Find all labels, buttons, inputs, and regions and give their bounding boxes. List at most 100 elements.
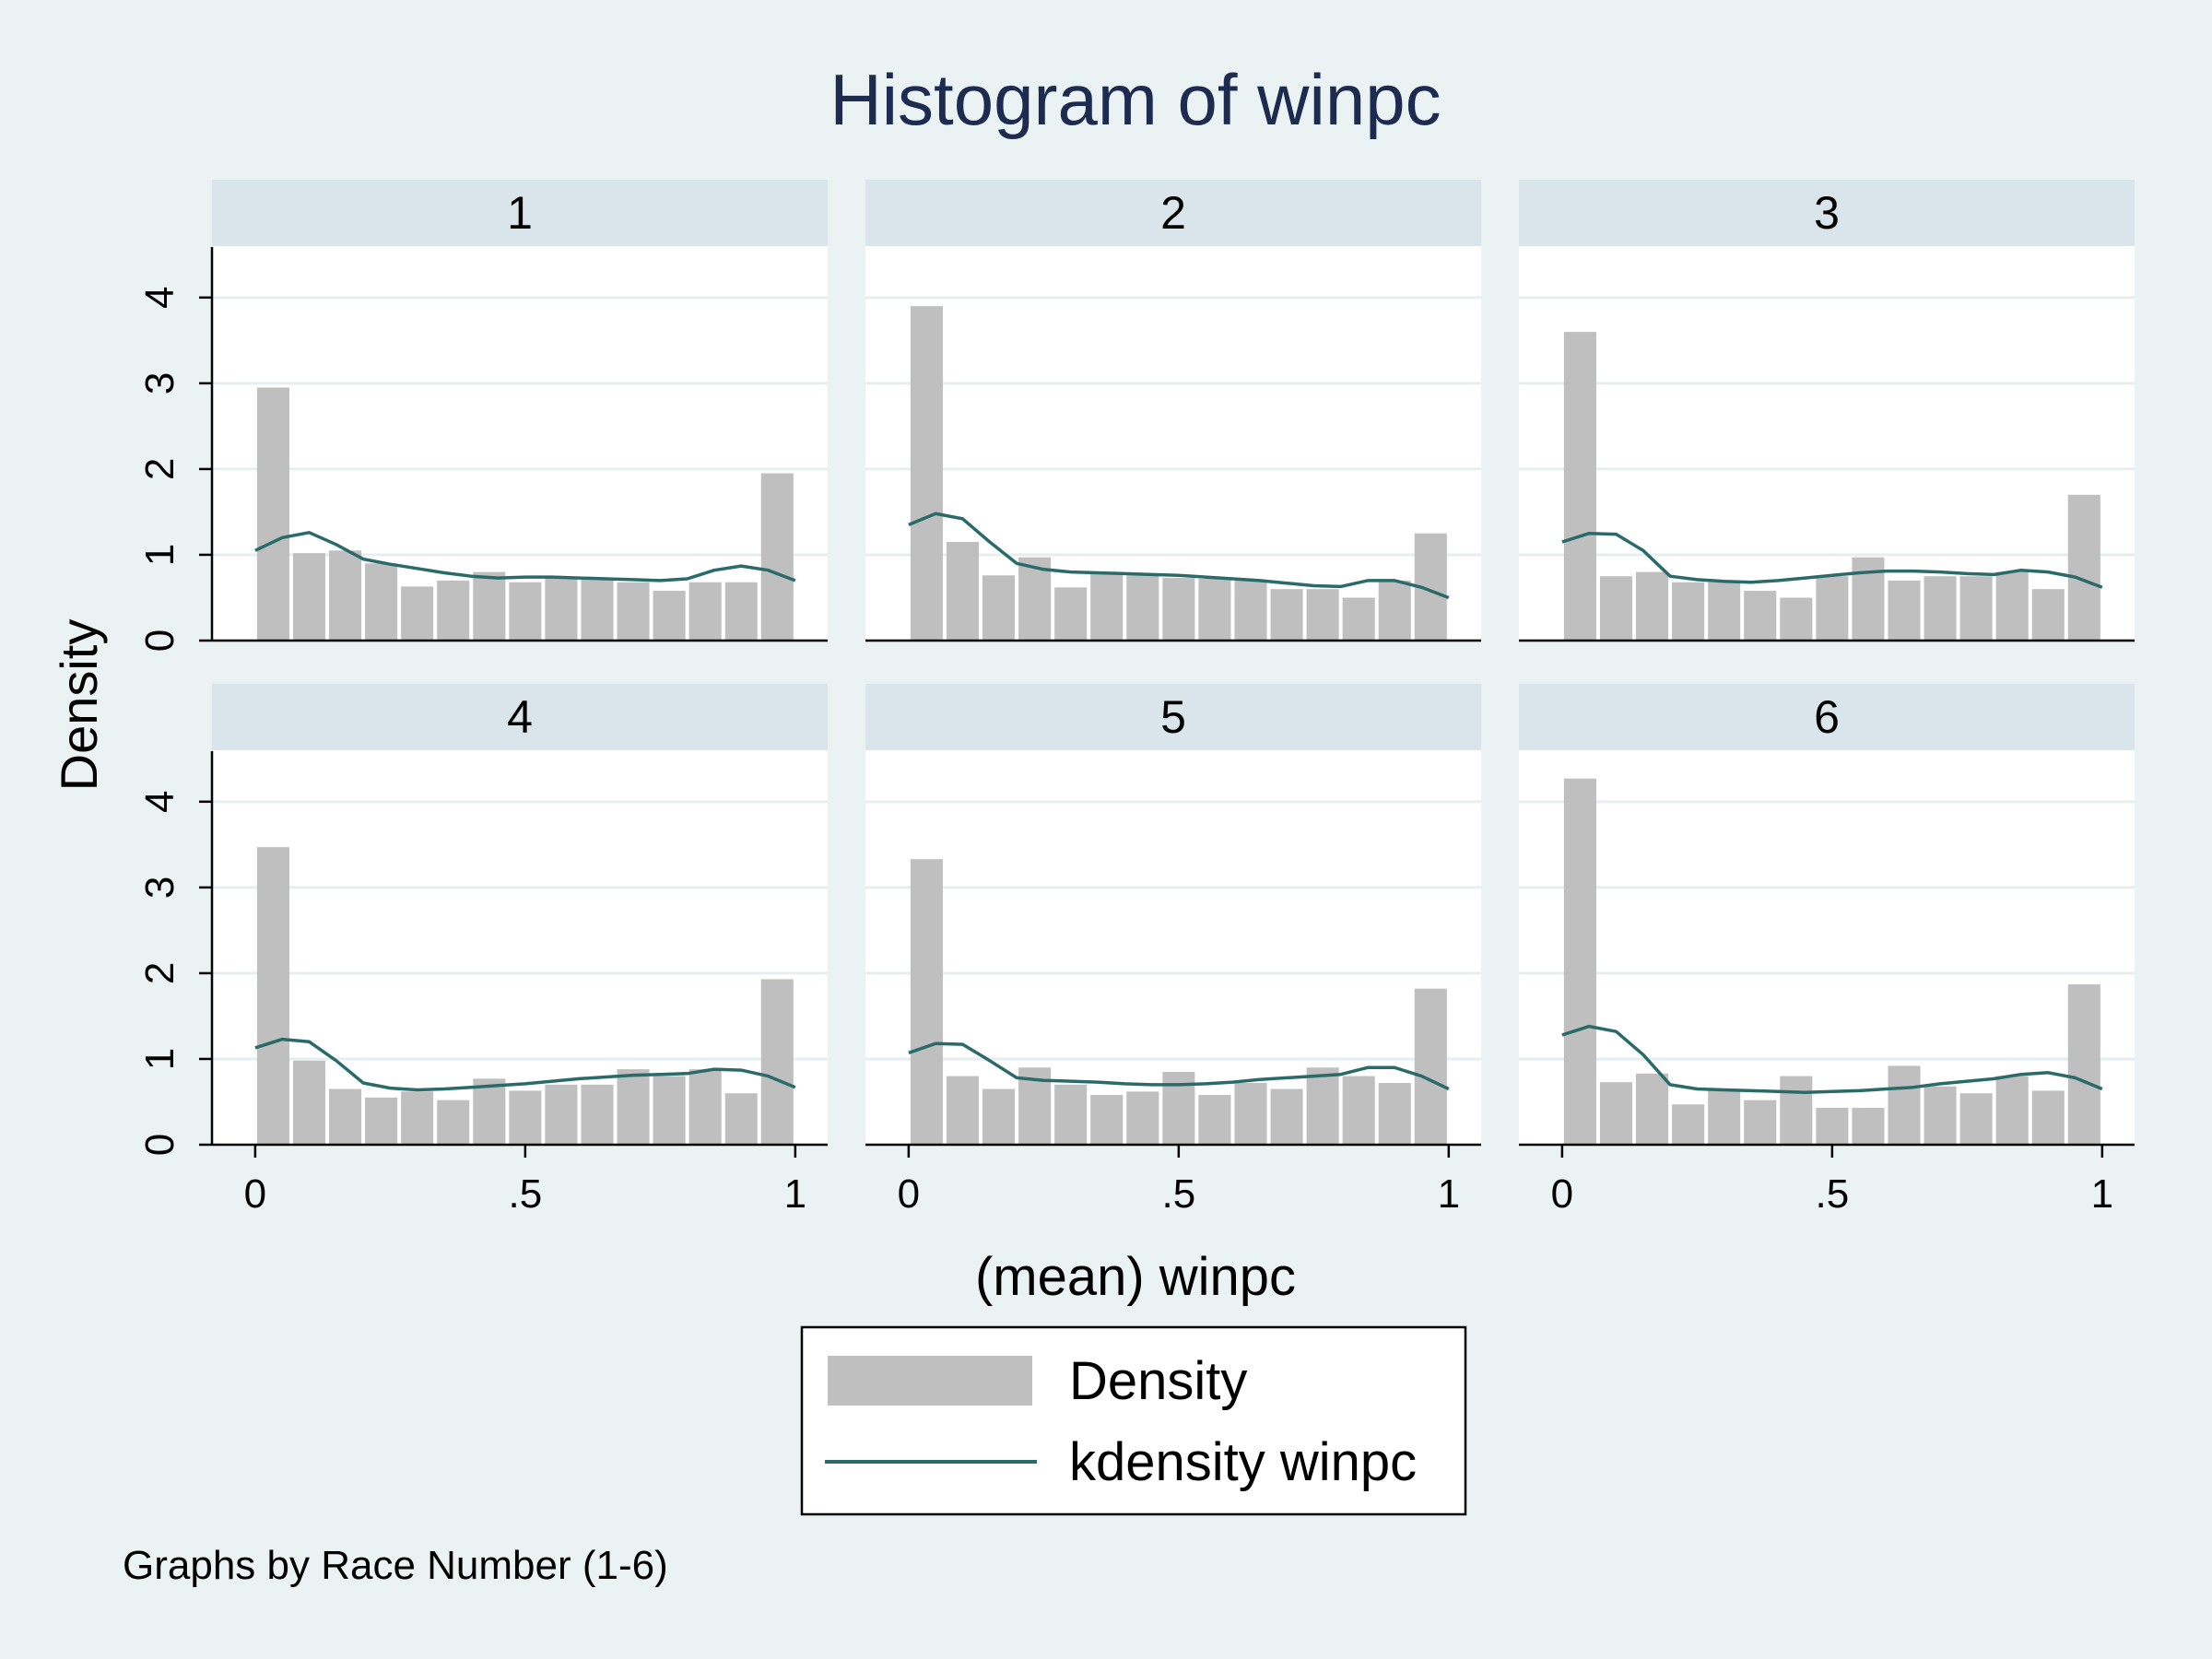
histogram-bar — [1306, 1067, 1339, 1145]
histogram-bar — [1090, 1095, 1124, 1145]
histogram-bar — [1563, 778, 1596, 1145]
histogram-bar — [365, 563, 398, 641]
x-tick-label: .5 — [509, 1171, 543, 1217]
histogram-bar — [328, 550, 362, 641]
histogram-bar — [256, 387, 289, 641]
histogram-bar — [1852, 1107, 1885, 1145]
panel-strip-label: 4 — [507, 691, 533, 743]
x-tick-label: 0 — [244, 1171, 266, 1217]
panel-strip-label: 5 — [1160, 691, 1186, 743]
histogram-bar — [982, 1088, 1016, 1145]
histogram-bar — [2067, 494, 2100, 641]
panel-strip — [865, 180, 1481, 246]
histogram-bar — [1342, 597, 1375, 641]
histogram-bar — [1708, 582, 1741, 641]
histogram-bar — [1959, 576, 1993, 641]
panel-strip-label: 6 — [1814, 691, 1840, 743]
histogram-bar — [1780, 1076, 1813, 1145]
y-tick-label: 1 — [137, 544, 182, 566]
histogram-bar — [292, 1060, 325, 1145]
histogram-bar — [473, 1078, 506, 1145]
histogram-bar — [910, 859, 943, 1145]
histogram-bar — [581, 1084, 614, 1145]
y-axis-label: Density — [50, 619, 108, 792]
kdensity-line — [908, 1041, 1450, 1091]
histogram-bar — [946, 1076, 979, 1145]
histogram-bar — [1054, 587, 1088, 641]
histogram-bar — [1198, 579, 1231, 641]
histogram-bar — [401, 586, 434, 641]
y-tick-label: 0 — [137, 629, 182, 652]
y-tick-label: 2 — [137, 962, 182, 984]
panel-6: 60.5 1 — [1519, 684, 2135, 1217]
kdensity-line — [1561, 531, 2103, 589]
histogram-bar — [2067, 984, 2100, 1145]
plot-area — [1519, 750, 2135, 1145]
graphs-by-note: Graphs by Race Number (1-6) — [123, 1543, 668, 1588]
histogram-bar — [1198, 1095, 1231, 1145]
panel-5: 50.5 1 — [865, 684, 1481, 1217]
histogram-bar — [1635, 1073, 1669, 1145]
histogram-bar — [1018, 557, 1052, 641]
legend-label: Density — [1069, 1351, 1247, 1411]
histogram-bar — [1234, 580, 1267, 641]
panel-strip — [212, 180, 828, 246]
histogram-bar — [1378, 580, 1411, 641]
histogram-bar — [1378, 1083, 1411, 1145]
panel-strip — [1519, 180, 2135, 246]
panel-strip — [212, 684, 828, 750]
histogram-bar — [946, 542, 979, 641]
histogram-bar — [2031, 589, 2065, 641]
histogram-bar — [1054, 1084, 1088, 1145]
y-tick-label: 4 — [137, 287, 182, 309]
y-tick-label: 2 — [137, 458, 182, 480]
chart-title: Histogram of winpc — [830, 59, 1441, 140]
histogram-bar — [1744, 591, 1777, 641]
histogram-bar — [688, 1069, 722, 1145]
panel-2: 2 — [865, 180, 1481, 642]
histogram-bar — [1744, 1100, 1777, 1145]
y-tick-label: 3 — [137, 877, 182, 899]
histogram-bar — [982, 575, 1016, 641]
histogram-bar — [1342, 1076, 1375, 1145]
panel-strip-label: 1 — [507, 187, 533, 239]
histogram-bar — [545, 578, 578, 641]
histogram-bar — [1234, 1083, 1267, 1145]
y-tick-label: 1 — [137, 1048, 182, 1070]
histogram-bar — [760, 979, 794, 1145]
histogram-bar — [1995, 1076, 2029, 1145]
x-tick-label: 0 — [898, 1171, 920, 1217]
histogram-bar — [256, 847, 289, 1145]
histogram-bar — [437, 580, 470, 641]
histogram-bar — [724, 582, 758, 641]
histogram-bar — [1162, 578, 1195, 641]
histogram-bar — [2031, 1090, 2065, 1145]
histogram-bar — [509, 1090, 542, 1145]
kdensity-line — [1561, 1024, 2103, 1094]
histogram-bar — [1599, 1082, 1632, 1145]
histogram-bar — [292, 553, 325, 641]
histogram-bar — [1852, 557, 1885, 641]
histogram-bar — [1995, 571, 2029, 641]
panel-4: 4 0 1 2 3 4 0 .5 1 — [137, 684, 828, 1217]
histogram-bar — [1270, 589, 1303, 641]
kdensity-line — [908, 512, 1450, 600]
histogram-bar — [724, 1093, 758, 1145]
panel-3: 3 — [1519, 180, 2135, 642]
histogram-bar — [365, 1097, 398, 1145]
histogram-bar — [910, 306, 943, 641]
histogram-bar — [1563, 332, 1596, 641]
x-axis-label: (mean) winpc — [975, 1247, 1296, 1307]
histogram-bar — [328, 1088, 362, 1145]
legend-label: kdensity winpc — [1069, 1432, 1417, 1492]
panel-strip — [1519, 684, 2135, 750]
histogram-bar — [1672, 582, 1705, 641]
x-tick-label: .5 — [1816, 1171, 1850, 1217]
kdensity-line — [254, 1037, 796, 1092]
y-tick-label: 3 — [137, 372, 182, 394]
histogram-bar — [1635, 571, 1669, 641]
histogram-bar — [581, 578, 614, 641]
